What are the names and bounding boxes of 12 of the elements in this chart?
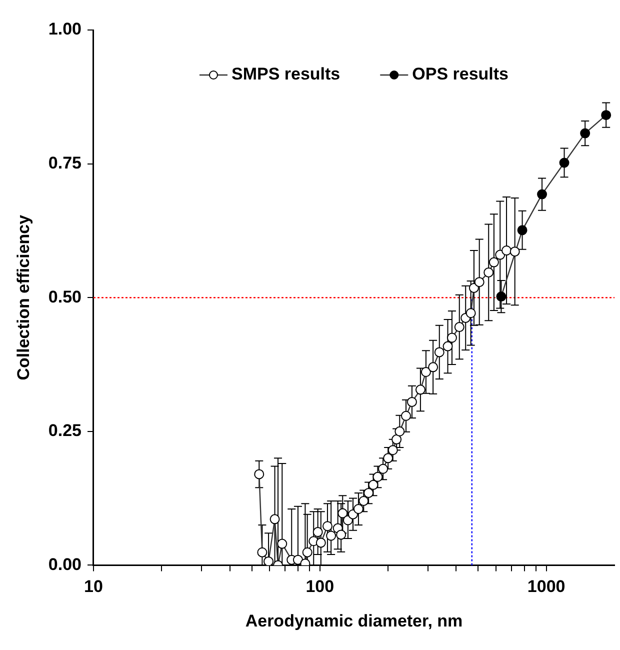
y-tick-label: 1.00: [48, 20, 82, 39]
x-tick-label: 1000: [527, 577, 566, 596]
legend-label: SMPS results: [231, 64, 340, 84]
legend-label: OPS results: [412, 64, 509, 84]
y-tick-label: 0.25: [48, 421, 82, 440]
x-tick-label: 100: [306, 577, 334, 596]
y-axis-title: Collection efficiency: [14, 214, 33, 380]
y-tick-label: 0.00: [48, 554, 82, 574]
x-tick-label: 10: [84, 577, 103, 596]
y-tick-label: 0.75: [48, 153, 82, 172]
y-tick-label: 0.50: [48, 287, 82, 306]
x-axis-title: Aerodynamic diameter, nm: [245, 611, 463, 630]
